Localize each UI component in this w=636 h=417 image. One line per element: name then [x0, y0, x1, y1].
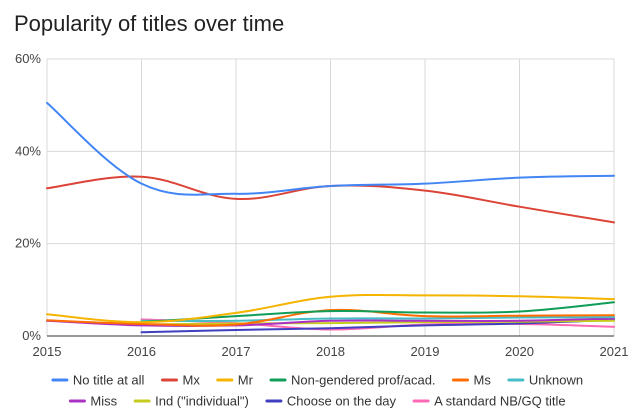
legend-item: No title at all [51, 373, 145, 388]
legend-item: Miss [68, 394, 118, 409]
series-line-non-gendered-prof-acad [140, 301, 615, 324]
series-line-choose-on-the-day [140, 318, 615, 334]
legend-item: Mx [161, 373, 201, 388]
axis-layer: 0% 20% 40% 60% 2015 2016 2017 2018 2019 2020 2021 [15, 51, 628, 359]
legend-label: Ms [474, 373, 492, 388]
x-tick-label: 2019 [411, 344, 440, 359]
legend: No title at all Mx Mr Non-gendered prof/aca… [51, 373, 583, 409]
legend-item: Ind ("individual") [133, 394, 249, 409]
legend-label: Mx [183, 373, 201, 388]
legend-label: Choose on the day [287, 394, 397, 409]
y-tick-label: 40% [15, 143, 41, 158]
legend-label: Miss [90, 394, 117, 409]
y-tick-label: 0% [22, 328, 41, 343]
series-line-unknown [140, 316, 615, 322]
series-line-mr [46, 293, 615, 324]
legend-item: Ms [452, 373, 492, 388]
grid-layer [46, 58, 615, 336]
legend-item: Choose on the day [265, 394, 397, 409]
legend-label: Ind ("individual") [155, 394, 249, 409]
legend-item: Unknown [507, 373, 583, 388]
y-tick-label: 20% [15, 236, 41, 251]
legend-item: Mr [216, 373, 254, 388]
y-tick-label: 60% [15, 51, 41, 66]
x-tick-label: 2021 [600, 344, 629, 359]
chart-title: Popularity of titles over time [14, 11, 284, 36]
series-line-miss [46, 317, 615, 327]
legend-item: Non-gendered prof/acad. [269, 373, 436, 388]
legend-item: A standard NB/GQ title [412, 394, 566, 409]
legend-label: Non-gendered prof/acad. [291, 373, 436, 388]
series-line-no-title-at-all [46, 101, 615, 196]
x-tick-label: 2015 [33, 344, 62, 359]
x-tick-label: 2017 [222, 344, 251, 359]
legend-label: Mr [238, 373, 254, 388]
x-tick-label: 2020 [505, 344, 534, 359]
legend-label: Unknown [529, 373, 583, 388]
x-tick-label: 2016 [127, 344, 156, 359]
legend-label: A standard NB/GQ title [434, 394, 566, 409]
series-layer [46, 101, 615, 334]
legend-label: No title at all [73, 373, 145, 388]
x-tick-label: 2018 [316, 344, 345, 359]
